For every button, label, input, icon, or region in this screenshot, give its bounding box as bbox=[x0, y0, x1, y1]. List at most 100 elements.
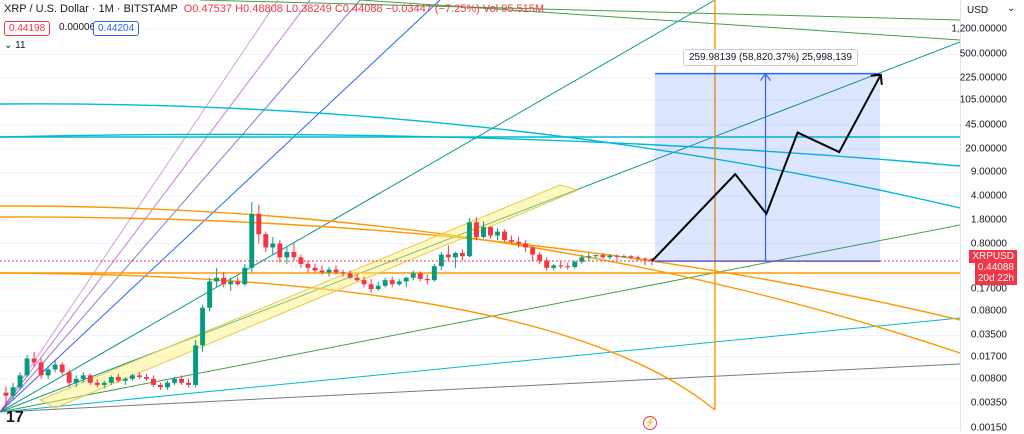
candle bbox=[537, 251, 543, 264]
candle-body bbox=[284, 251, 290, 258]
price-axis[interactable]: USD ⌄ 1,200.00000 500.00000 225.00000 105.0… bbox=[951, 0, 1024, 434]
candle bbox=[101, 380, 107, 389]
projection-path bbox=[651, 74, 882, 262]
measure-label: 259.98139 (58,820.37%) 25,998,139 bbox=[683, 49, 858, 66]
candle bbox=[481, 221, 486, 239]
candle-body bbox=[642, 258, 648, 260]
candle bbox=[565, 262, 571, 270]
projection-arrowhead bbox=[870, 73, 883, 85]
candle bbox=[473, 217, 479, 241]
axis-tick-label: 0.08000 bbox=[970, 305, 1007, 317]
close-value: C0.44088 bbox=[334, 3, 383, 15]
measure-arrowhead bbox=[760, 72, 771, 81]
axis-tick-label: 0.00800 bbox=[970, 373, 1007, 385]
axis-tick-label: 0.01700 bbox=[970, 351, 1007, 363]
candle bbox=[59, 362, 65, 376]
candle-body bbox=[530, 247, 536, 255]
candle-body bbox=[115, 377, 121, 381]
candle-body bbox=[502, 231, 508, 241]
candle-body bbox=[523, 243, 529, 248]
symbol-axis-label: XRPUSD bbox=[969, 250, 1017, 264]
candle-body bbox=[150, 378, 156, 385]
candle-body bbox=[221, 277, 227, 285]
candle bbox=[403, 276, 409, 288]
axis-tick-label: 0.80000 bbox=[970, 238, 1007, 250]
candle-body bbox=[312, 267, 318, 271]
axis-tick-label: 0.00350 bbox=[970, 397, 1007, 409]
candle bbox=[277, 240, 283, 263]
candle bbox=[3, 386, 9, 408]
sell-price-button[interactable]: 0.44198 bbox=[4, 21, 51, 36]
candle-body bbox=[45, 369, 51, 376]
axis-tick-label: 0.03500 bbox=[970, 329, 1007, 341]
candle-body bbox=[172, 378, 177, 383]
candle-body bbox=[94, 382, 100, 385]
candle-body bbox=[108, 377, 114, 383]
candle bbox=[45, 366, 51, 379]
candle bbox=[600, 252, 606, 259]
candle-body bbox=[80, 375, 86, 379]
candle bbox=[207, 277, 213, 312]
candle-body bbox=[270, 243, 276, 248]
candle-body bbox=[452, 252, 458, 258]
low-value: L0.38249 bbox=[285, 3, 332, 15]
candle-body bbox=[396, 281, 402, 285]
price-chart[interactable] bbox=[0, 0, 960, 431]
candle bbox=[284, 247, 290, 264]
current-price-label: 0.44088 bbox=[974, 261, 1017, 275]
candle bbox=[516, 236, 522, 248]
candle bbox=[431, 263, 437, 282]
candle-body bbox=[544, 260, 550, 268]
candle-body bbox=[122, 378, 128, 381]
candle bbox=[544, 257, 550, 271]
candle bbox=[572, 260, 578, 269]
candle bbox=[614, 254, 620, 260]
candle-body bbox=[368, 284, 374, 290]
candle-body bbox=[481, 227, 486, 237]
candle-body bbox=[158, 384, 163, 388]
candle bbox=[66, 369, 72, 388]
candle-body bbox=[628, 256, 634, 258]
candle bbox=[382, 277, 388, 288]
candle bbox=[635, 255, 641, 262]
candles bbox=[3, 201, 655, 408]
candle-body bbox=[38, 362, 44, 376]
candle bbox=[502, 229, 508, 242]
candle-body bbox=[24, 358, 30, 376]
axis-tick-label: 20.00000 bbox=[965, 143, 1007, 155]
high-value: H0.48808 bbox=[235, 3, 283, 15]
candle bbox=[10, 382, 16, 400]
buy-price-button[interactable]: 0.44204 bbox=[93, 21, 140, 36]
candle bbox=[333, 265, 339, 275]
candle bbox=[129, 373, 135, 381]
candle-body bbox=[473, 222, 479, 237]
candle bbox=[122, 377, 128, 385]
symbol-title: XRP / U.S. Dollar · 1M · BITSTAMP bbox=[4, 3, 178, 15]
candle bbox=[558, 260, 564, 269]
candle bbox=[424, 274, 430, 285]
candle bbox=[17, 372, 23, 390]
candle-body bbox=[347, 273, 353, 278]
candle bbox=[509, 235, 515, 244]
candle bbox=[354, 274, 360, 282]
indicator-count: 11 bbox=[15, 40, 26, 51]
candle bbox=[193, 339, 199, 388]
open-value: O0.47537 bbox=[183, 3, 233, 15]
candle-body bbox=[165, 382, 170, 388]
candle-body bbox=[551, 265, 557, 268]
candle-body bbox=[3, 392, 9, 396]
change-value: −0.03447 (−7.25%) bbox=[385, 3, 480, 15]
candle bbox=[586, 252, 592, 261]
chevron-down-icon[interactable]: ⌄ bbox=[1007, 3, 1016, 14]
candle-body bbox=[263, 234, 269, 248]
axis-tick-label: 45.00000 bbox=[965, 119, 1007, 131]
candle-body bbox=[565, 266, 571, 268]
candle-body bbox=[509, 240, 515, 242]
indicator-toggle[interactable]: ⌄ 11 bbox=[4, 40, 26, 51]
candle-body bbox=[59, 364, 65, 373]
candle bbox=[417, 271, 423, 282]
candle-body bbox=[200, 307, 206, 346]
candle bbox=[73, 375, 79, 388]
bolt-icon[interactable]: ⚡ bbox=[643, 416, 657, 430]
candle bbox=[326, 267, 332, 277]
